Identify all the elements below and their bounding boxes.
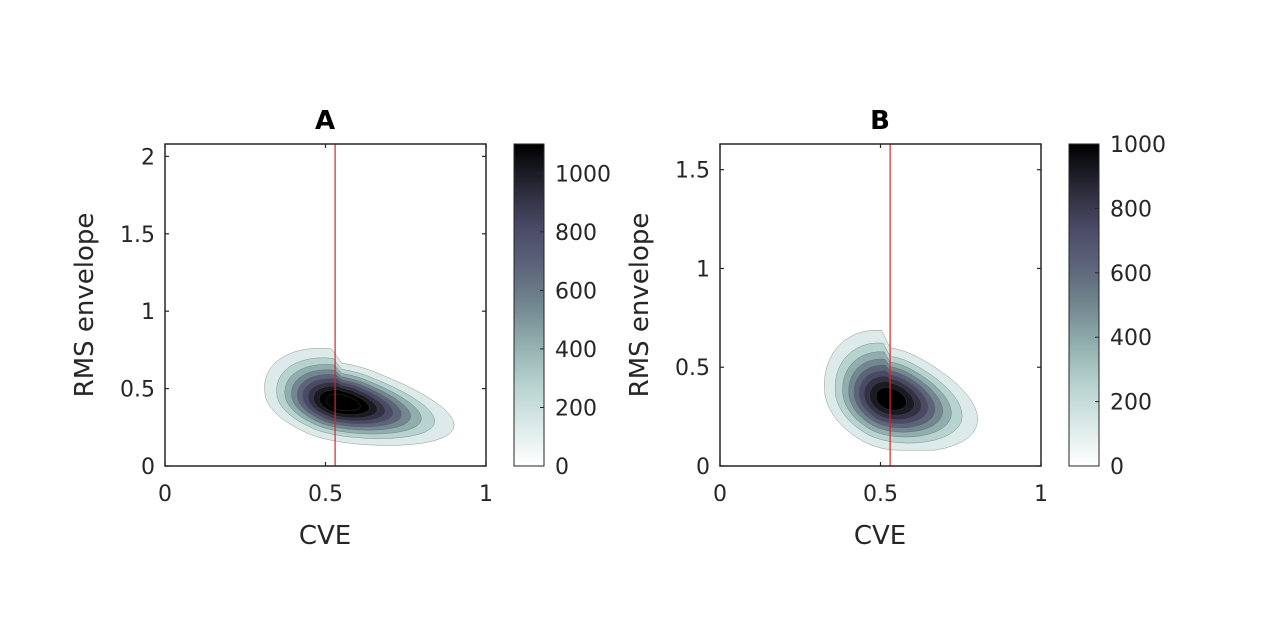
y-tick-label: 0 bbox=[141, 455, 155, 480]
colorbar-tick-label: 400 bbox=[555, 338, 597, 363]
colorbar-tick-label: 600 bbox=[1110, 262, 1152, 287]
colorbar-tick-label: 200 bbox=[555, 396, 597, 421]
colorbar-a bbox=[513, 143, 545, 467]
panel-title-b: B bbox=[870, 106, 890, 136]
colorbar-tick-label: 800 bbox=[555, 221, 597, 246]
tick-labels-b: 0 0.5 1 0 0.5 1 1.5 bbox=[675, 159, 1048, 507]
x-axis-label-a: CVE bbox=[299, 521, 351, 551]
x-tick-label: 1 bbox=[1034, 482, 1048, 507]
x-tick-label: 0.5 bbox=[863, 482, 898, 507]
colorbar-tick-label: 600 bbox=[555, 279, 597, 304]
colorbar-tick-label: 200 bbox=[1110, 391, 1152, 416]
contour-fill-a bbox=[264, 347, 455, 446]
ticks-b bbox=[719, 144, 1042, 467]
x-tick-label: 0 bbox=[158, 482, 172, 507]
x-tick-label: 0.5 bbox=[308, 482, 343, 507]
x-tick-label: 0 bbox=[713, 482, 727, 507]
colorbar-tick-label: 0 bbox=[1110, 455, 1124, 480]
colorbar-ticks-b: 0 200 400 600 800 1000 bbox=[1095, 133, 1166, 480]
panel-b: 0 0.5 1 0 0.5 1 1.5 B CVE RMS envelope 0 200 400… bbox=[625, 106, 1166, 551]
x-axis-label-b: CVE bbox=[854, 521, 906, 551]
y-axis-label-b: RMS envelope bbox=[625, 213, 655, 398]
panel-title-a: A bbox=[315, 106, 335, 136]
colorbar-tick-label: 0 bbox=[555, 455, 569, 480]
colorbar-tick-label: 400 bbox=[1110, 326, 1152, 351]
y-tick-label: 0.5 bbox=[120, 378, 155, 403]
tick-labels-a: 0 0.5 1 0 0.5 1 1.5 2 bbox=[120, 145, 493, 507]
panel-a: 0 0.5 1 0 0.5 1 1.5 2 A CVE RMS envelope 0 200 40… bbox=[70, 106, 611, 551]
ticks-a bbox=[164, 144, 487, 467]
contour-peak bbox=[336, 397, 347, 408]
y-tick-label: 1.5 bbox=[120, 223, 155, 248]
y-axis-label-a: RMS envelope bbox=[70, 213, 100, 398]
colorbar-tick-label: 1000 bbox=[1110, 133, 1166, 158]
y-tick-label: 1 bbox=[696, 257, 710, 282]
colorbar-tick-label: 1000 bbox=[555, 162, 611, 187]
y-tick-label: 1 bbox=[141, 300, 155, 325]
y-tick-label: 0.5 bbox=[675, 356, 710, 381]
y-tick-label: 0 bbox=[696, 455, 710, 480]
y-tick-label: 2 bbox=[141, 145, 155, 170]
colorbar-tick-label: 800 bbox=[1110, 197, 1152, 222]
x-tick-label: 1 bbox=[479, 482, 493, 507]
contour-fill-b bbox=[824, 329, 978, 451]
y-tick-label: 1.5 bbox=[675, 159, 710, 184]
colorbar-b bbox=[1068, 143, 1100, 467]
colorbar-ticks-a: 0 200 400 600 800 1000 bbox=[540, 162, 611, 480]
